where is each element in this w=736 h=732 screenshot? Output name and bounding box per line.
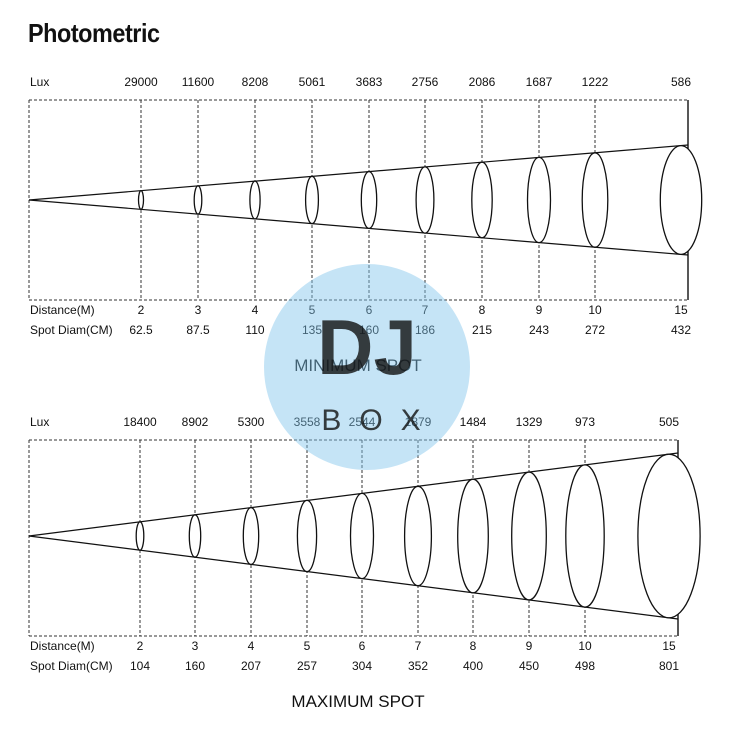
distance-value: 8 [470, 639, 477, 653]
spot-ellipse [637, 453, 701, 619]
spot-diam-value: 432 [671, 323, 691, 337]
lux-value: 18400 [123, 415, 157, 429]
spot-diam-value: 62.5 [129, 323, 153, 337]
lux-value: 2756 [412, 75, 439, 89]
spot-ellipse [137, 190, 145, 210]
lux-value: 1222 [582, 75, 609, 89]
distance-value: 2 [138, 303, 145, 317]
lux-value: 3558 [294, 415, 321, 429]
lux-value: 505 [659, 415, 679, 429]
spot-ellipse [193, 185, 203, 215]
spot-diam-value: 272 [585, 323, 605, 337]
spot-diam-value: 257 [297, 659, 317, 673]
watermark-small-text: BOX [321, 404, 438, 437]
distance-value: 6 [366, 303, 373, 317]
spot-diam-value: 135 [302, 323, 322, 337]
distance-value: 2 [137, 639, 144, 653]
spot-ellipse [565, 464, 605, 608]
spot-diam-value: 110 [245, 323, 264, 337]
watermark-big-text: DJ [317, 303, 417, 391]
distance-value: 10 [578, 639, 592, 653]
lux-value: 2544 [349, 415, 376, 429]
spot-diam-value: 87.5 [186, 323, 210, 337]
spot-diam-value: 243 [529, 323, 549, 337]
spot-ellipse [349, 492, 375, 580]
spot-ellipse [511, 471, 547, 601]
lux-value: 5061 [299, 75, 326, 89]
lux-value: 8208 [242, 75, 269, 89]
spot-ellipse [304, 175, 320, 225]
spot-ellipse [135, 521, 145, 551]
spot-diam-value: 215 [472, 323, 492, 337]
spot-diam-value: 450 [519, 659, 539, 673]
lux-value: 1329 [516, 415, 543, 429]
lux-value: 586 [671, 75, 691, 89]
distance-value: 7 [415, 639, 422, 653]
distance-value: 5 [309, 303, 316, 317]
spot-ellipse [415, 166, 435, 234]
panel-caption: MINIMUM SPOT [294, 356, 422, 375]
panel-caption: MAXIMUM SPOT [291, 692, 424, 711]
spot-ellipse [581, 152, 609, 248]
spot-diam-value: 400 [463, 659, 483, 673]
distance-row-label: Distance(M) [30, 639, 95, 653]
spot-ellipse [471, 161, 493, 239]
spot-ellipse [242, 506, 260, 566]
spot-ellipse [249, 180, 261, 220]
spot-diam-row-label: Spot Diam(CM) [30, 659, 113, 673]
spot-ellipse [457, 478, 489, 594]
spot-ellipse [403, 485, 433, 587]
lux-value: 8902 [182, 415, 209, 429]
distance-row-label: Distance(M) [30, 303, 95, 317]
distance-value: 7 [422, 303, 429, 317]
spot-diam-value: 160 [185, 659, 205, 673]
spot-ellipse [360, 170, 378, 230]
lux-value: 5300 [238, 415, 265, 429]
lux-value: 973 [575, 415, 595, 429]
distance-value: 6 [359, 639, 366, 653]
spot-ellipse [659, 144, 703, 256]
lux-value: 2086 [469, 75, 496, 89]
lux-row-label: Lux [30, 415, 49, 429]
lux-value: 1484 [460, 415, 487, 429]
distance-value: 3 [195, 303, 202, 317]
page-title: Photometric [28, 18, 160, 48]
lux-row-label: Lux [30, 75, 49, 89]
spot-ellipse [526, 156, 552, 244]
dj-box-watermark: DJ BOX [264, 264, 470, 470]
distance-value: 4 [248, 639, 255, 653]
spot-diam-value: 207 [241, 659, 261, 673]
distance-value: 9 [526, 639, 533, 653]
spot-diam-value: 160 [359, 323, 379, 337]
distance-value: 8 [479, 303, 486, 317]
distance-value: 3 [192, 639, 199, 653]
spot-ellipse [188, 514, 202, 558]
spot-diam-value: 104 [130, 659, 150, 673]
distance-value: 9 [536, 303, 543, 317]
spot-diam-value: 498 [575, 659, 595, 673]
spot-ellipse [296, 499, 318, 573]
beam-lower-edge [28, 199, 689, 256]
spot-diam-value: 304 [352, 659, 372, 673]
lux-value: 11600 [182, 75, 215, 89]
beam-lower-edge [28, 535, 679, 620]
distance-value: 4 [252, 303, 259, 317]
spot-diam-value: 801 [659, 659, 679, 673]
lux-value: 1687 [526, 75, 553, 89]
lux-value: 29000 [124, 75, 158, 89]
photometric-panel: Lux Distance(M) Spot Diam(CM) 29000 2 62.5 116… [28, 75, 703, 375]
beam-upper-edge [28, 144, 689, 201]
lux-value: 1879 [405, 415, 432, 429]
distance-value: 15 [662, 639, 676, 653]
spot-diam-value: 352 [408, 659, 428, 673]
lux-value: 3683 [356, 75, 383, 89]
beam-upper-edge [28, 452, 679, 537]
spot-diam-value: 186 [415, 323, 435, 337]
distance-value: 15 [674, 303, 688, 317]
spot-diam-row-label: Spot Diam(CM) [30, 323, 113, 337]
distance-value: 10 [588, 303, 602, 317]
distance-value: 5 [304, 639, 311, 653]
